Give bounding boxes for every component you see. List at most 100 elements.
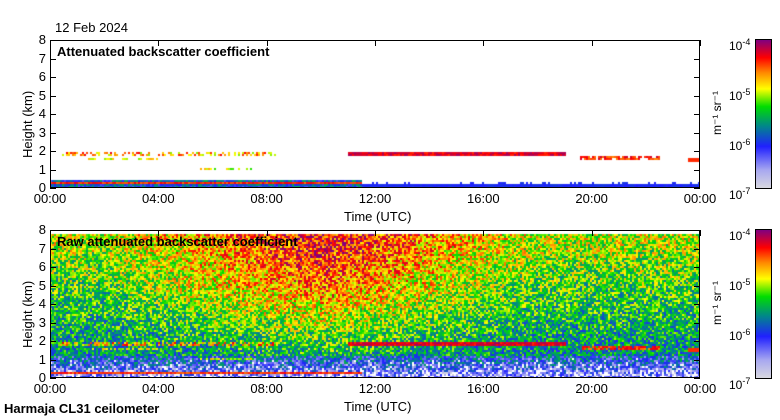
colorbar-bottom: [755, 229, 772, 379]
y-tick-mark: [50, 188, 56, 189]
y-tick-label: 1: [38, 161, 46, 177]
date-label: 12 Feb 2024: [55, 20, 129, 35]
x-tick-mark: [158, 230, 160, 236]
x-tick-mark: [50, 230, 51, 236]
colorbar-tick-label: 10-5: [729, 87, 755, 103]
colorbar-tick-base: 10: [729, 229, 743, 243]
x-tick-label: 04:00: [142, 381, 175, 396]
y-tick-mark: [50, 304, 56, 305]
plot-title-top: Attenuated backscatter coefficient: [57, 44, 270, 59]
y-tick-mark: [50, 132, 56, 134]
x-tick-mark: [266, 40, 268, 46]
instrument-label: Harmaja CL31 ceilometer: [4, 401, 160, 416]
y-tick-label: 4: [38, 296, 46, 311]
y-tick-mark: [694, 77, 700, 78]
colorbar-tick-exp: -6: [742, 137, 751, 147]
y-tick-mark: [694, 151, 700, 152]
y-tick-label: 0: [38, 370, 46, 385]
y-axis-label-top: Height (km): [20, 90, 35, 158]
raw-backscatter-heatmap: [50, 230, 700, 378]
colorbar-tick-base: 10: [729, 378, 743, 392]
y-tick-mark: [694, 114, 700, 115]
y-tick-label: 6: [38, 259, 46, 274]
y-tick-mark: [694, 304, 700, 305]
y-tick-mark: [50, 322, 56, 324]
y-tick-mark: [694, 132, 700, 134]
y-tick-mark: [694, 40, 700, 41]
y-tick-label: 8: [38, 222, 46, 237]
y-tick-mark: [50, 151, 56, 152]
y-tick-mark: [50, 40, 56, 41]
x-tick-mark: [700, 40, 701, 46]
y-tick-mark: [50, 77, 56, 78]
y-tick-mark: [50, 267, 56, 268]
colorbar-tick-exp: -4: [742, 227, 751, 237]
y-tick-mark: [694, 359, 700, 361]
x-tick-label: 00:00: [33, 191, 67, 206]
x-tick-label: 04:00: [142, 191, 175, 206]
y-tick-mark: [50, 341, 56, 342]
colorbar-tick-label: 10-6: [729, 327, 755, 343]
x-axis-label-top: Time (UTC): [344, 209, 412, 224]
colorbar-tick-label: 10-7: [729, 186, 755, 202]
y-tick-label: 1: [38, 351, 46, 367]
y-tick-mark: [694, 248, 700, 250]
y-tick-label: 4: [38, 106, 46, 121]
colorbar-unit-top: m⁻¹ sr⁻¹: [710, 91, 724, 135]
x-tick-label: 12:00: [358, 191, 392, 206]
x-tick-label: 08:00: [250, 381, 283, 396]
plot-frame-top: [50, 40, 700, 188]
y-tick-mark: [694, 95, 700, 97]
x-tick-label: 20:00: [575, 191, 608, 206]
colorbar-top: [755, 39, 772, 189]
y-tick-mark: [50, 359, 56, 361]
x-tick-label: 16:00: [467, 191, 500, 206]
x-tick-mark: [375, 40, 376, 46]
colorbar-tick-label: 10-4: [729, 227, 755, 243]
y-tick-mark: [50, 378, 56, 379]
x-tick-label: 16:00: [467, 381, 500, 396]
y-tick-label: 7: [38, 50, 46, 66]
colorbar-tick-base: 10: [729, 139, 743, 153]
colorbar-unit-bottom: m⁻¹ sr⁻¹: [710, 281, 724, 325]
colorbar-tick-label: 10-7: [729, 376, 755, 392]
x-tick-mark: [50, 40, 51, 46]
plot-title-bottom: Raw attenuated backscatter coefficient: [57, 234, 298, 249]
y-tick-mark: [694, 285, 700, 287]
backscatter-heatmap: [50, 40, 700, 188]
colorbar-tick-base: 10: [729, 188, 743, 202]
colorbar-tick-base: 10: [729, 39, 743, 53]
y-tick-mark: [694, 378, 700, 379]
x-tick-label: 00:00: [683, 191, 717, 206]
y-tick-mark: [694, 341, 700, 342]
x-tick-label: 00:00: [33, 381, 67, 396]
y-tick-mark: [694, 169, 700, 171]
x-tick-mark: [700, 230, 701, 236]
colorbar-tick-exp: -7: [742, 186, 751, 196]
y-tick-mark: [50, 169, 56, 171]
y-tick-label: 3: [38, 314, 46, 330]
y-tick-mark: [50, 58, 56, 60]
colorbar-tick-exp: -5: [742, 277, 751, 287]
y-tick-mark: [50, 95, 56, 97]
y-tick-mark: [694, 188, 700, 189]
y-tick-mark: [50, 230, 56, 231]
y-tick-mark: [694, 322, 700, 324]
x-tick-mark: [591, 40, 593, 46]
colorbar-tick-label: 10-5: [729, 277, 755, 293]
colorbar-tick-exp: -6: [742, 327, 751, 337]
y-axis-label-bottom: Height (km): [20, 280, 35, 348]
colorbar-tick-base: 10: [729, 89, 743, 103]
y-tick-label: 0: [38, 180, 46, 195]
colorbar-tick-exp: -5: [742, 87, 751, 97]
y-tick-label: 5: [38, 277, 46, 293]
x-tick-mark: [483, 230, 485, 236]
y-tick-label: 7: [38, 240, 46, 256]
x-tick-mark: [375, 230, 376, 236]
y-tick-mark: [50, 285, 56, 287]
y-tick-label: 3: [38, 124, 46, 140]
y-tick-label: 2: [38, 143, 46, 158]
colorbar-tick-label: 10-6: [729, 137, 755, 153]
plot-frame-bottom: [50, 230, 700, 378]
